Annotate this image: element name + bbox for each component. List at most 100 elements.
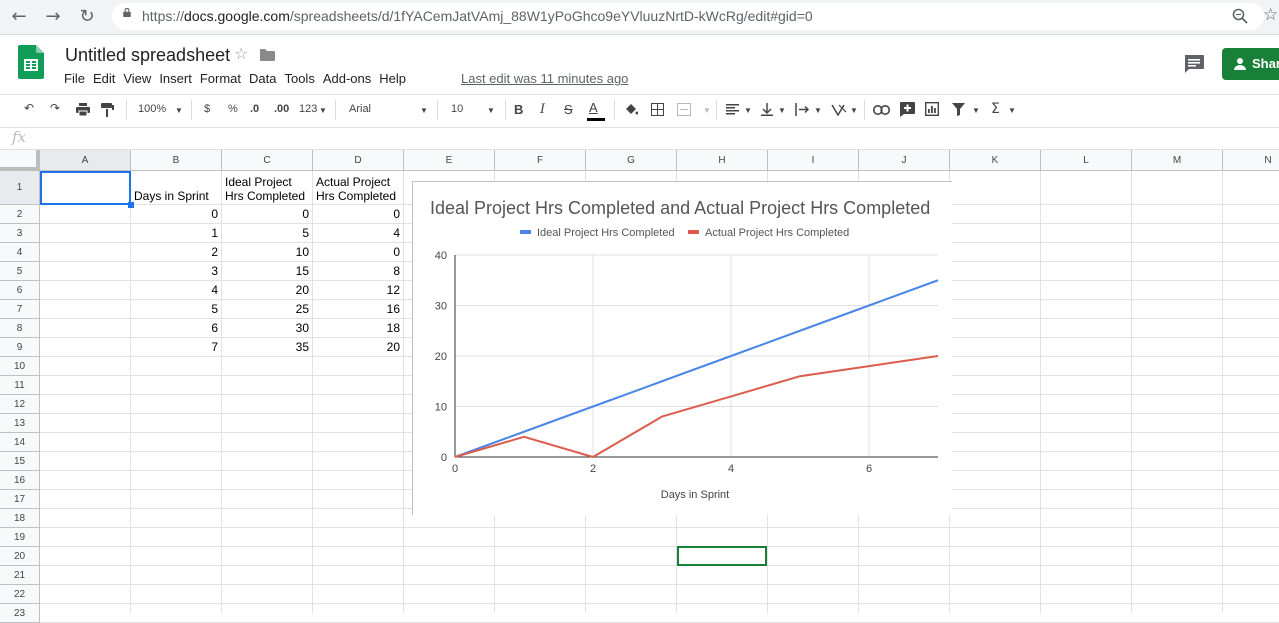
functions-button[interactable]: Σ <box>991 101 1000 117</box>
chevron-down-icon[interactable]: ▼ <box>778 106 786 115</box>
chevron-down-icon[interactable]: ▼ <box>972 106 980 115</box>
chevron-down-icon[interactable]: ▼ <box>1008 106 1016 115</box>
vertical-align-icon[interactable] <box>761 103 773 116</box>
undo-icon[interactable]: ↶ <box>24 101 35 115</box>
more-formats-button[interactable]: 123 <box>299 103 318 115</box>
cell-value[interactable]: 15 <box>295 264 309 278</box>
insert-comment-icon[interactable] <box>900 102 915 117</box>
cell-value[interactable]: 2 <box>211 245 218 259</box>
redo-icon[interactable]: ↷ <box>50 101 61 115</box>
row-header[interactable]: 15 <box>0 452 40 471</box>
zoom-icon[interactable] <box>1232 8 1248 24</box>
font-size-select[interactable]: 10 <box>451 103 464 115</box>
row-header[interactable]: 6 <box>0 281 40 300</box>
cell-value[interactable]: 1 <box>211 226 218 240</box>
column-header[interactable]: I <box>768 150 859 171</box>
currency-format-button[interactable]: $ <box>204 103 211 115</box>
forward-icon[interactable]: → <box>45 6 61 27</box>
cell-value[interactable]: 7 <box>211 340 218 354</box>
menu-file[interactable]: File <box>64 71 85 86</box>
menu-help[interactable]: Help <box>379 71 406 86</box>
merge-cells-icon[interactable] <box>677 103 691 116</box>
row-header[interactable]: 20 <box>0 547 40 566</box>
row-header[interactable]: 10 <box>0 357 40 376</box>
italic-button[interactable]: I <box>540 102 546 117</box>
cell-value[interactable]: 20 <box>386 340 400 354</box>
row-header[interactable]: 8 <box>0 319 40 338</box>
cell-value[interactable]: 6 <box>211 321 218 335</box>
insert-link-icon[interactable] <box>873 105 890 115</box>
menu-tools[interactable]: Tools <box>284 71 315 86</box>
column-header[interactable]: A <box>40 150 131 171</box>
document-title[interactable]: Untitled spreadsheet <box>65 45 231 65</box>
cell-value[interactable]: 5 <box>211 302 218 316</box>
zoom-select[interactable]: 100% <box>138 103 167 115</box>
cell-value[interactable]: 12 <box>386 283 400 297</box>
filter-icon[interactable] <box>952 103 965 116</box>
row-header[interactable]: 1 <box>0 171 40 205</box>
row-header[interactable]: 5 <box>0 262 40 281</box>
menu-view[interactable]: View <box>123 71 152 86</box>
comment-icon[interactable] <box>1183 54 1205 74</box>
paint-format-icon[interactable] <box>101 103 114 117</box>
chevron-down-icon[interactable]: ▼ <box>319 106 327 115</box>
column-header[interactable]: E <box>404 150 495 171</box>
share-button[interactable]: Shar <box>1222 48 1279 80</box>
column-header[interactable]: G <box>586 150 677 171</box>
cell-value[interactable]: 35 <box>295 340 309 354</box>
cell-value[interactable]: 0 <box>211 207 218 221</box>
row-header[interactable]: 21 <box>0 566 40 585</box>
cell-value[interactable]: 25 <box>295 302 309 316</box>
menu-insert[interactable]: Insert <box>159 71 192 86</box>
cell-header-days[interactable]: Days in Sprint <box>134 189 209 203</box>
cell-value[interactable]: 3 <box>211 264 218 278</box>
print-icon[interactable] <box>76 103 90 116</box>
fill-color-icon[interactable] <box>624 103 638 116</box>
text-wrapping-icon[interactable] <box>795 103 809 116</box>
sheets-logo-icon[interactable] <box>18 45 44 79</box>
insert-chart-icon[interactable] <box>925 102 939 116</box>
freeze-handle[interactable] <box>0 167 40 171</box>
row-header[interactable]: 17 <box>0 490 40 509</box>
column-header[interactable]: L <box>1041 150 1132 171</box>
bookmark-star-icon[interactable]: ☆ <box>1263 5 1279 25</box>
font-select[interactable]: Arial <box>349 103 372 115</box>
column-header[interactable]: J <box>859 150 950 171</box>
decrease-decimal-button[interactable]: .0 <box>250 103 260 115</box>
active-cell[interactable] <box>677 546 767 566</box>
chevron-down-icon[interactable]: ▼ <box>487 106 495 115</box>
cell-value[interactable]: 20 <box>295 283 309 297</box>
folder-icon[interactable] <box>260 49 275 61</box>
text-rotation-icon[interactable] <box>831 103 847 116</box>
chevron-down-icon[interactable]: ▼ <box>814 106 822 115</box>
cell-header-actual[interactable]: Actual Project Hrs Completed <box>316 175 396 203</box>
address-bar[interactable] <box>112 3 1264 30</box>
cell-value[interactable]: 10 <box>295 245 309 259</box>
line-chart[interactable]: Ideal Project Hrs Completed and Actual P… <box>412 181 952 515</box>
row-header[interactable]: 7 <box>0 300 40 319</box>
column-header[interactable]: C <box>222 150 313 171</box>
row-header[interactable]: 19 <box>0 528 40 547</box>
menu-data[interactable]: Data <box>249 71 277 86</box>
row-header[interactable]: 12 <box>0 395 40 414</box>
strikethrough-button[interactable]: S <box>564 102 573 117</box>
formula-bar[interactable] <box>0 128 1279 150</box>
text-color-button[interactable]: A <box>589 100 598 115</box>
reload-icon[interactable]: ↻ <box>79 6 95 27</box>
cell-value[interactable]: 5 <box>302 226 309 240</box>
menu-addons[interactable]: Add-ons <box>322 71 372 86</box>
cell-value[interactable]: 4 <box>211 283 218 297</box>
increase-decimal-button[interactable]: .00 <box>274 103 290 115</box>
row-header[interactable]: 13 <box>0 414 40 433</box>
row-header[interactable]: 11 <box>0 376 40 395</box>
back-icon[interactable]: ← <box>11 6 27 27</box>
percent-format-button[interactable]: % <box>228 103 238 115</box>
chevron-down-icon[interactable]: ▼ <box>420 106 428 115</box>
menu-edit[interactable]: Edit <box>92 71 116 86</box>
bold-button[interactable]: B <box>514 102 524 117</box>
row-header[interactable]: 14 <box>0 433 40 452</box>
align-left-icon[interactable] <box>726 104 739 115</box>
chevron-down-icon[interactable]: ▼ <box>703 106 711 115</box>
column-header[interactable]: B <box>131 150 222 171</box>
row-header[interactable]: 2 <box>0 205 40 224</box>
